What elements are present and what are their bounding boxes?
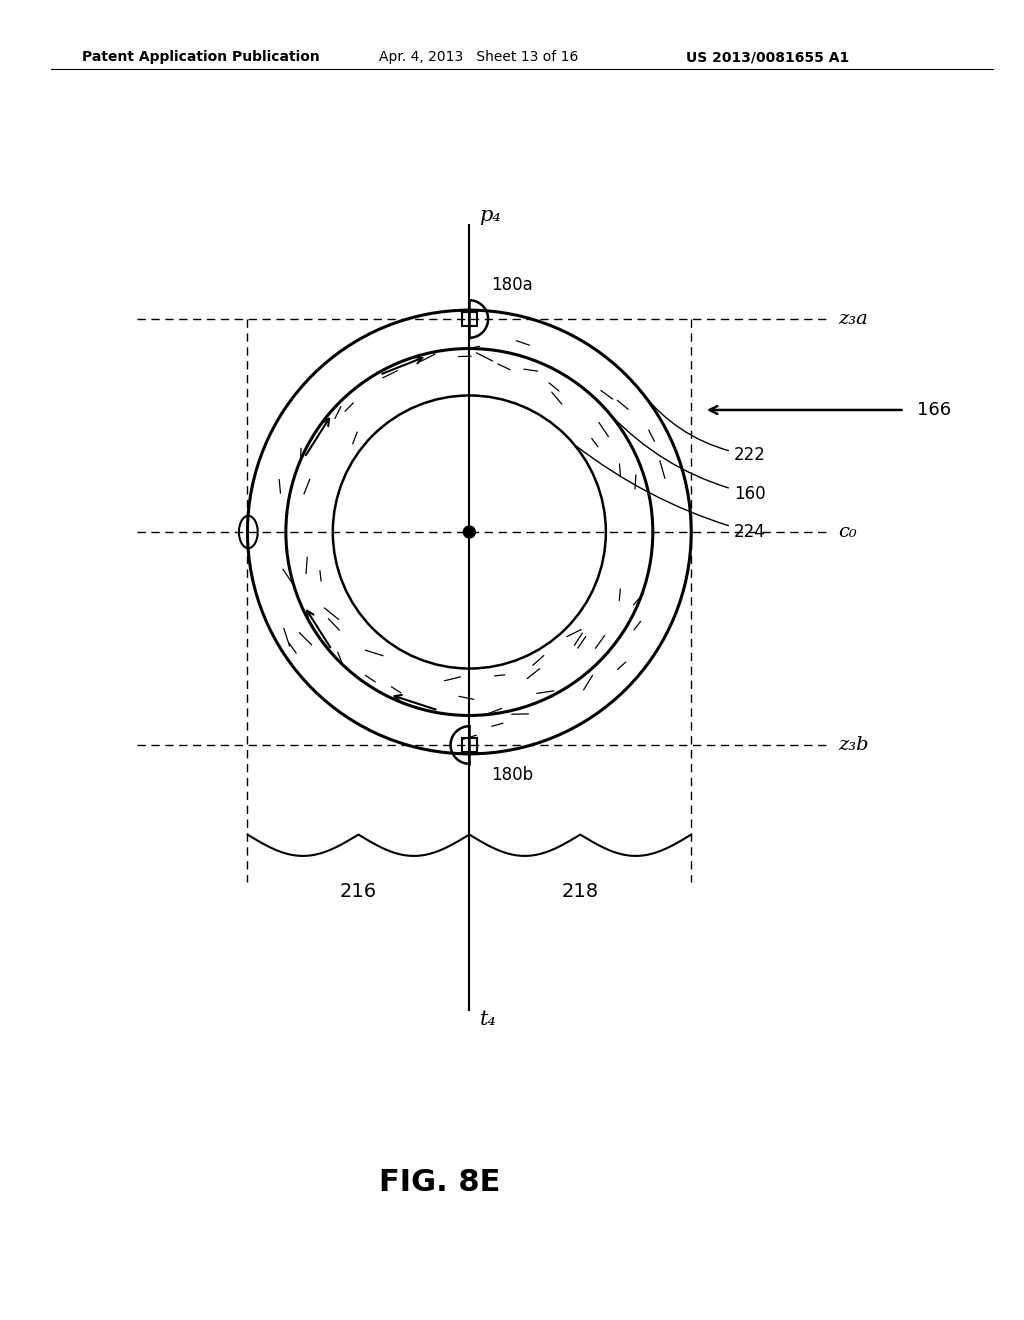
- Text: Apr. 4, 2013   Sheet 13 of 16: Apr. 4, 2013 Sheet 13 of 16: [379, 50, 579, 65]
- Circle shape: [463, 527, 475, 539]
- Text: z₃b: z₃b: [838, 737, 868, 754]
- Text: p₄: p₄: [479, 206, 502, 224]
- Text: FIG. 8E: FIG. 8E: [379, 1168, 501, 1197]
- Text: 216: 216: [340, 882, 377, 900]
- Text: c₀: c₀: [838, 523, 857, 541]
- Text: 218: 218: [562, 882, 599, 900]
- Text: Patent Application Publication: Patent Application Publication: [82, 50, 319, 65]
- Text: 180a: 180a: [490, 276, 532, 294]
- Text: 166: 166: [918, 401, 951, 418]
- Text: 180b: 180b: [490, 766, 532, 784]
- Text: z₃a: z₃a: [838, 310, 867, 327]
- Text: 222: 222: [641, 392, 766, 465]
- Text: t₄: t₄: [479, 1010, 497, 1028]
- Text: US 2013/0081655 A1: US 2013/0081655 A1: [686, 50, 849, 65]
- Text: 160: 160: [611, 416, 766, 503]
- Bar: [462, 738, 476, 752]
- Bar: [462, 312, 476, 326]
- Text: 224: 224: [577, 446, 766, 541]
